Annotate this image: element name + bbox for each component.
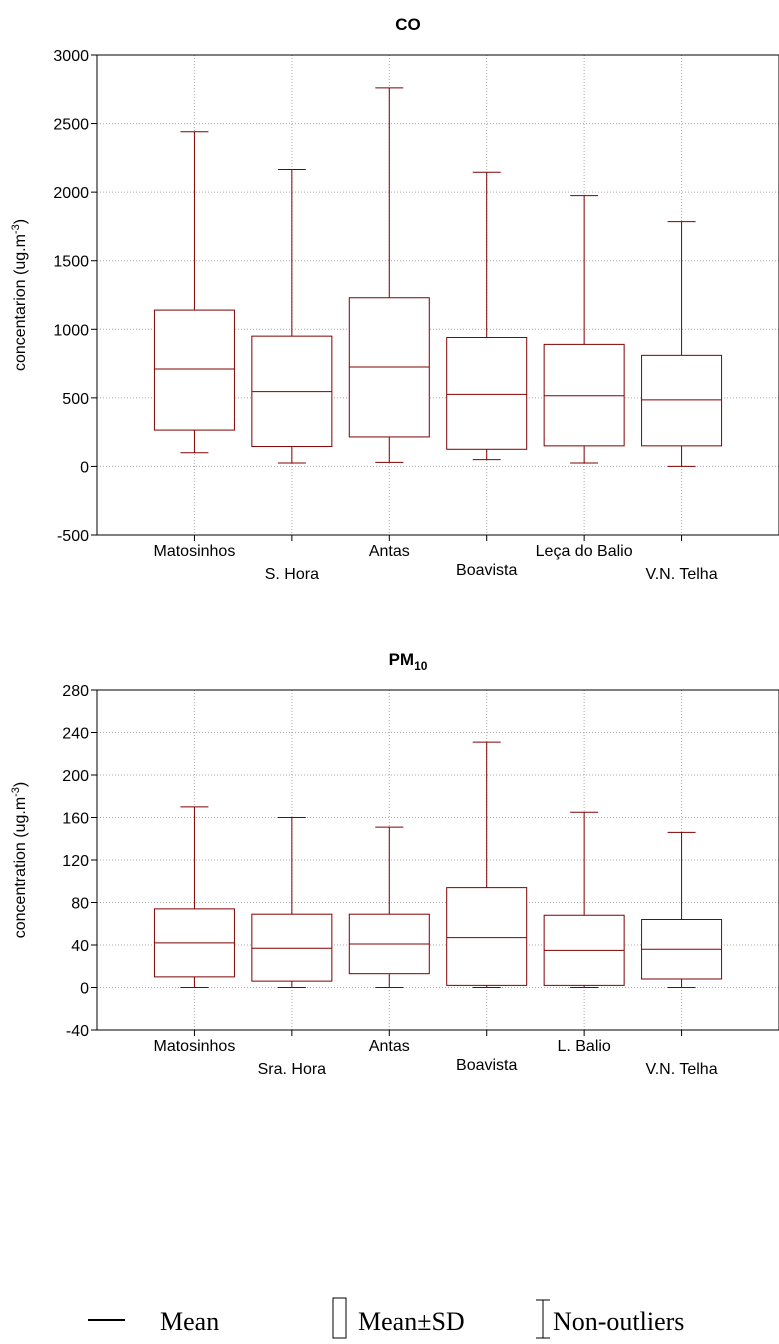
x-tick-label: Leça do Balio <box>536 543 633 560</box>
y-label-sup: -3 <box>10 224 22 234</box>
legend-whisker-glyph <box>536 1299 550 1339</box>
x-tick-label: Antas <box>369 543 410 560</box>
x-tick-label: Matosinhos <box>154 543 236 560</box>
x-tick-label: V.N. Telha <box>646 1061 718 1078</box>
y-tick-label: 2000 <box>53 185 89 202</box>
box <box>153 309 235 431</box>
x-tick-label: Matosinhos <box>154 1038 236 1055</box>
y-tick-label: 3000 <box>53 48 89 65</box>
legend-label: Non-outliers <box>553 1307 684 1336</box>
y-tick-label: 120 <box>62 853 89 870</box>
y-tick-label: 80 <box>71 896 89 913</box>
x-tick-label: S. Hora <box>265 566 319 583</box>
title-text: CO <box>395 15 421 34</box>
y-label-sup: -3 <box>10 787 22 797</box>
y-label-end: ) <box>12 782 29 787</box>
y-axis-label: concentration (ug.m-3) <box>10 782 29 939</box>
y-tick-label: 2500 <box>53 117 89 134</box>
y-tick-label: 200 <box>62 768 89 785</box>
y-tick-label: 240 <box>62 726 89 743</box>
y-label-end: ) <box>12 219 29 224</box>
y-tick-label: -40 <box>66 1023 89 1040</box>
legend-label: Mean±SD <box>358 1307 465 1336</box>
box <box>446 887 528 986</box>
title-text: PM <box>389 650 415 669</box>
box <box>543 343 625 447</box>
y-tick-label: -500 <box>57 528 89 545</box>
x-tick-label: Antas <box>369 1038 410 1055</box>
y-tick-label: 1000 <box>53 322 89 339</box>
chart-title: CO <box>395 15 421 34</box>
legend-label: Mean <box>160 1307 219 1336</box>
y-axis-label: concentarion (ug.m-3) <box>10 219 29 371</box>
box <box>251 913 333 982</box>
y-tick-label: 1500 <box>53 254 89 271</box>
box <box>446 337 528 450</box>
y-tick-label: 500 <box>62 391 89 408</box>
y-tick-label: 160 <box>62 811 89 828</box>
title-subscript: 10 <box>414 659 428 673</box>
plot-frame <box>96 54 779 536</box>
x-tick-label: L. Balio <box>557 1038 610 1055</box>
box <box>641 354 723 447</box>
y-label-text: concentration (ug.m <box>12 797 29 938</box>
x-tick-label: Boavista <box>456 562 517 579</box>
plot-frame <box>96 689 779 1031</box>
y-tick-label: 0 <box>80 459 89 476</box>
x-tick-label: Boavista <box>456 1057 517 1074</box>
y-tick-label: 0 <box>80 981 89 998</box>
y-label-text: concentarion (ug.m <box>12 234 29 371</box>
x-tick-label: V.N. Telha <box>646 566 718 583</box>
y-tick-label: 40 <box>71 938 89 955</box>
legend-box-glyph <box>332 1297 347 1339</box>
y-tick-label: 280 <box>62 683 89 700</box>
chart-title: PM10 <box>389 650 428 673</box>
x-tick-label: Sra. Hora <box>258 1061 327 1078</box>
